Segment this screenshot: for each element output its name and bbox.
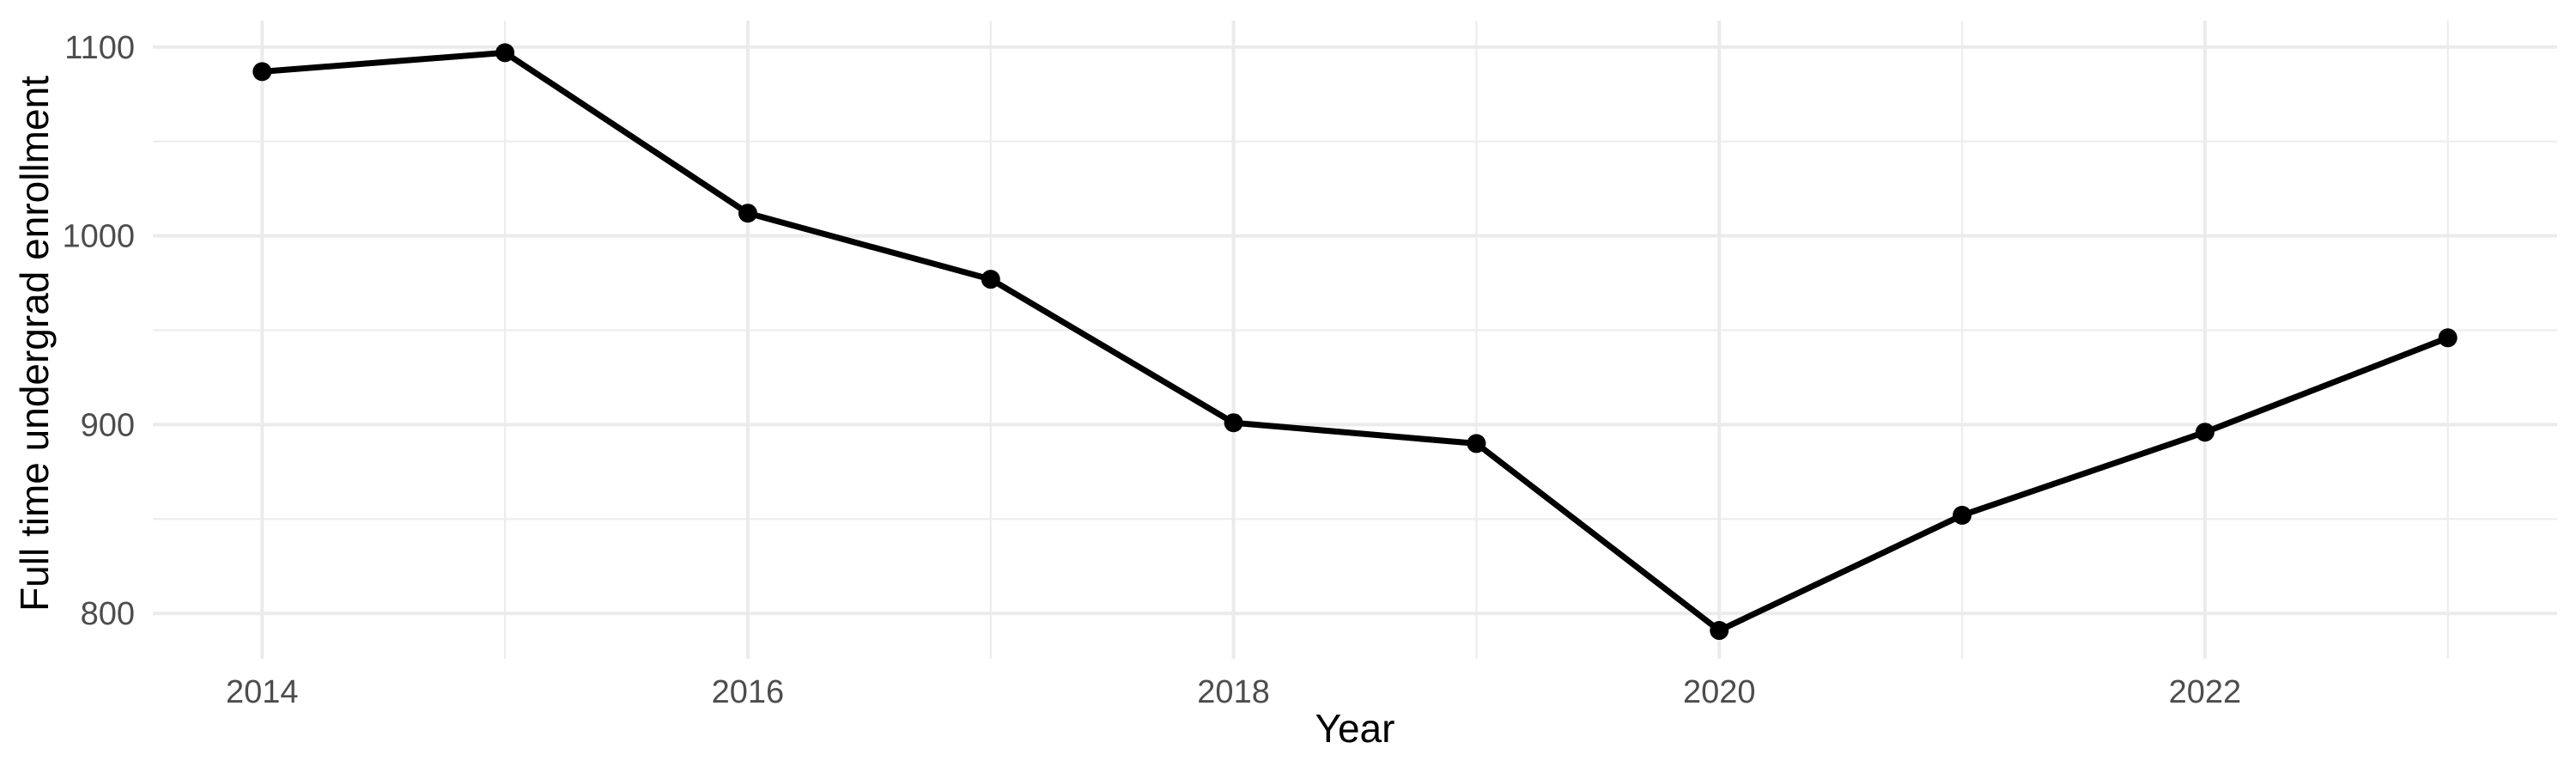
data-point-2022: [2195, 423, 2215, 442]
x-tick-label-2018: 2018: [1197, 674, 1270, 710]
gridlines-layer: [153, 21, 2557, 659]
x-tick-label-2022: 2022: [2169, 674, 2242, 710]
y-axis-title: Full time undergrad enrollment: [12, 76, 57, 612]
y-tick-label-1000: 1000: [62, 219, 135, 255]
x-tick-label-2014: 2014: [226, 674, 299, 710]
x-axis-title: Year: [1315, 706, 1395, 751]
data-point-2015: [495, 43, 515, 63]
data-point-2016: [738, 204, 757, 223]
data-point-2014: [252, 62, 272, 82]
data-point-2020: [1710, 621, 1729, 641]
y-tick-label-1100: 1100: [64, 30, 135, 66]
x-tick-label-2016: 2016: [712, 674, 785, 710]
data-point-2017: [981, 270, 1000, 289]
data-point-2023: [2438, 328, 2458, 348]
data-point-2021: [1953, 505, 1972, 525]
x-tick-label-2020: 2020: [1683, 674, 1756, 710]
data-series-layer: [252, 43, 2458, 641]
enrollment-series-line: [262, 49, 2449, 634]
data-point-2019: [1467, 434, 1486, 453]
y-tick-label-800: 800: [81, 596, 135, 632]
axis-tick-labels-layer: 800 900 1000 1100 2014 2016 2018 2020 2022: [62, 30, 2241, 710]
data-point-2018: [1224, 413, 1243, 433]
y-tick-label-900: 900: [81, 407, 135, 443]
